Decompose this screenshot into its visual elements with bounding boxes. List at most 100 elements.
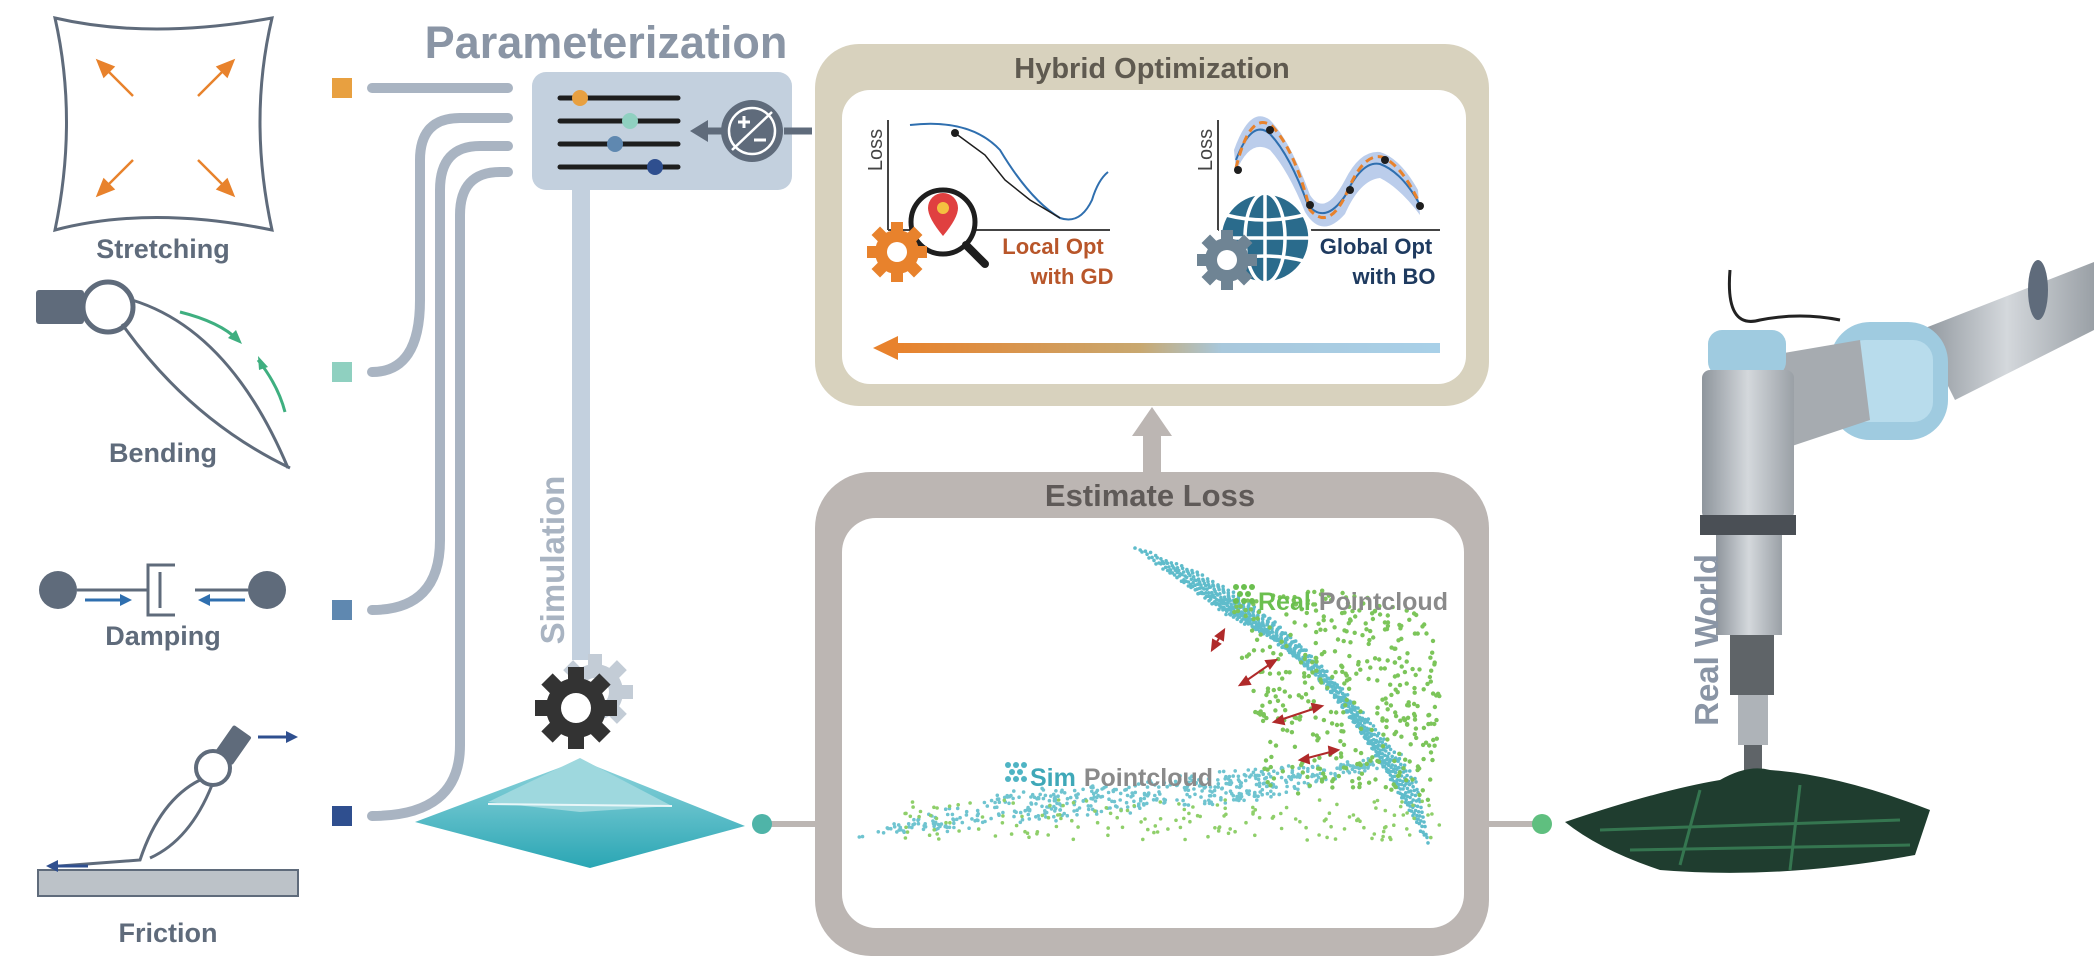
point [1365, 595, 1370, 601]
loss-axis-label-local: Loss [865, 129, 887, 171]
point [1313, 608, 1319, 613]
point [1421, 687, 1426, 692]
point [1381, 732, 1386, 737]
point [1378, 666, 1384, 671]
point [1412, 816, 1416, 821]
point [1270, 816, 1275, 820]
point [1380, 718, 1385, 723]
point [1353, 614, 1358, 619]
point [1246, 768, 1251, 772]
point [1383, 785, 1389, 790]
point [1182, 807, 1187, 812]
point [1410, 777, 1415, 782]
point [1280, 769, 1286, 774]
point [1434, 717, 1439, 723]
point [1310, 764, 1315, 769]
point [1271, 776, 1277, 781]
point [1336, 700, 1340, 704]
point [1054, 824, 1059, 829]
point [1332, 625, 1337, 630]
point [1382, 666, 1388, 671]
point [1363, 621, 1368, 626]
point [1380, 744, 1386, 749]
point [1034, 815, 1038, 819]
point [1265, 780, 1270, 785]
friction-marker [332, 806, 352, 826]
point [1202, 786, 1207, 790]
point [1377, 612, 1383, 617]
point [1348, 640, 1353, 645]
point [1265, 791, 1270, 796]
point [1312, 758, 1317, 763]
point [1018, 810, 1023, 815]
point [1120, 825, 1125, 830]
point [1372, 800, 1377, 804]
point [1207, 798, 1211, 803]
point [1299, 607, 1304, 612]
point [1428, 750, 1434, 755]
point [911, 805, 915, 809]
point [1211, 584, 1216, 588]
point [1403, 800, 1408, 805]
point [1366, 641, 1371, 647]
point [968, 801, 972, 805]
point [1368, 721, 1373, 726]
point [1284, 780, 1289, 785]
point [1146, 827, 1150, 832]
point [1305, 598, 1311, 603]
point [1177, 802, 1181, 806]
point [1182, 580, 1186, 585]
point [1172, 573, 1177, 577]
point [1405, 786, 1410, 791]
point [1401, 766, 1406, 771]
point [1414, 799, 1419, 803]
point [1358, 667, 1363, 672]
point [1301, 765, 1306, 770]
simulation-gear-icon [535, 654, 633, 749]
point [1419, 805, 1423, 810]
point [1187, 780, 1191, 785]
point [1140, 550, 1144, 554]
point [1411, 813, 1415, 818]
point [1395, 767, 1399, 771]
point [1314, 668, 1319, 673]
point [1046, 815, 1051, 820]
point [1291, 598, 1297, 603]
point [1184, 785, 1189, 790]
local-opt-line2: with GD [1029, 264, 1113, 289]
point [1142, 796, 1147, 801]
point [1143, 817, 1147, 821]
bending-marker [332, 362, 352, 382]
point [923, 824, 928, 829]
point [1275, 771, 1280, 776]
point [935, 832, 939, 836]
point [943, 824, 948, 828]
point [1138, 799, 1143, 803]
point [1277, 792, 1281, 797]
point [1242, 622, 1247, 626]
point [1357, 608, 1362, 613]
point [1356, 776, 1362, 781]
point [1313, 655, 1318, 661]
slider-knob-navy [647, 159, 663, 175]
point [1312, 589, 1317, 595]
point [1189, 577, 1194, 581]
point [1333, 837, 1338, 841]
point [1197, 784, 1202, 788]
point [955, 806, 960, 811]
point [1217, 825, 1222, 829]
point [1392, 813, 1397, 817]
point [1217, 607, 1221, 612]
point [1297, 766, 1301, 770]
point [1271, 651, 1276, 656]
point [1206, 579, 1210, 584]
point [1054, 819, 1058, 823]
point [1298, 819, 1302, 824]
point [1427, 803, 1431, 808]
point [904, 825, 908, 830]
point [1018, 820, 1023, 825]
point [1111, 788, 1115, 793]
point [1276, 671, 1282, 676]
point [1385, 620, 1391, 625]
point [1212, 793, 1217, 798]
